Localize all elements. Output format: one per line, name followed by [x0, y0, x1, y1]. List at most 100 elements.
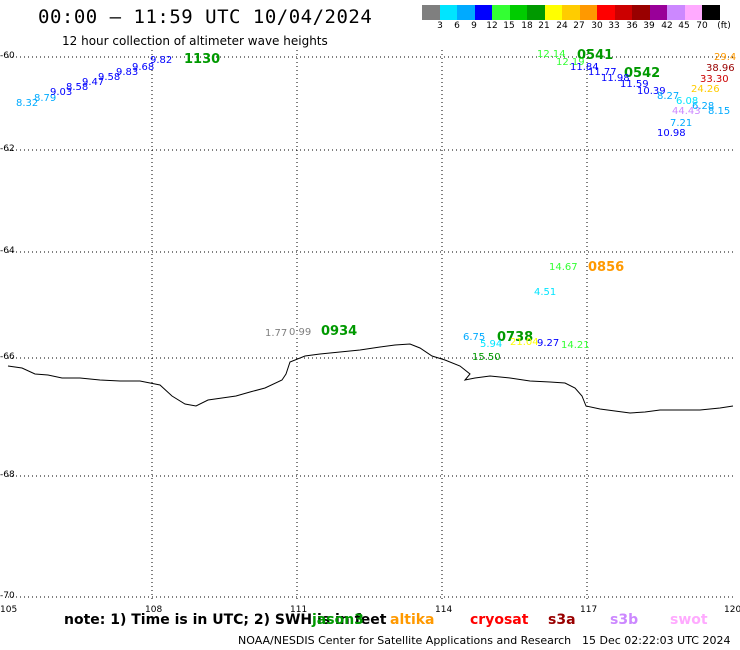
lat-label: -70 — [0, 591, 15, 601]
wave-height-label: 8.58 — [66, 82, 89, 93]
wave-height-label: 8.27 — [657, 91, 680, 102]
legend-swatch — [492, 5, 510, 20]
wave-height-label: 10.39 — [637, 86, 666, 97]
legend-swatch — [509, 5, 527, 20]
legend-label: 12 — [486, 21, 498, 31]
wave-height-label: 21.04 — [510, 337, 539, 348]
legend-label: 15 — [503, 21, 515, 31]
wave-height-label: 8.32 — [16, 98, 39, 109]
wave-height-label: 11.77 — [588, 67, 617, 78]
wave-height-label: 24.26 — [691, 84, 720, 95]
wave-height-label: 10.98 — [657, 128, 686, 139]
wave-height-label: 9.82 — [150, 55, 173, 66]
wave-height-label: 11.84 — [570, 62, 599, 73]
legend-swatch — [422, 5, 440, 20]
wave-height-label: 0738 — [497, 330, 534, 345]
legend-label: 27 — [573, 21, 585, 31]
satellite-label: s3b — [610, 612, 639, 628]
map-subtitle: 12 hour collection of altimeter wave hei… — [62, 34, 328, 48]
lon-label: 120 — [724, 605, 740, 615]
wave-height-label: 6.08 — [676, 96, 699, 107]
lat-label: -64 — [0, 246, 15, 256]
legend-swatch — [562, 5, 580, 20]
wave-height-label: 38.96 — [706, 63, 735, 74]
satellite-label: cryosat — [470, 612, 529, 628]
legend-label: 39 — [643, 21, 655, 31]
legend-swatch — [684, 5, 702, 20]
wave-height-label: 11.59 — [620, 79, 649, 90]
wave-height-label: 5.94 — [480, 339, 503, 350]
satellite-label: s3a — [548, 612, 576, 628]
legend-label: 3 — [437, 21, 443, 31]
wave-height-label: 11.98 — [601, 73, 630, 84]
wave-height-label: 9.68 — [132, 62, 155, 73]
lon-label: 111 — [290, 605, 308, 615]
wave-height-label: 4.51 — [534, 287, 557, 298]
wave-height-label: 15.50 — [472, 352, 501, 363]
legend-swatch — [649, 5, 667, 20]
wave-height-label: 0934 — [321, 324, 358, 339]
lat-label: -62 — [0, 144, 15, 154]
legend-swatch — [457, 5, 475, 20]
lon-label: 117 — [580, 605, 598, 615]
legend-label: 33 — [608, 21, 620, 31]
wave-height-label: 9.47 — [82, 77, 105, 88]
legend-swatch — [439, 5, 457, 20]
wave-height-label: 33.30 — [700, 74, 729, 85]
wave-height-label: 44.43 — [672, 106, 701, 117]
wave-height-label: 0.99 — [289, 327, 312, 338]
wave-height-label: 7.21 — [670, 118, 693, 129]
wave-height-label: 6.75 — [463, 332, 486, 343]
wave-height-label: 0541 — [577, 48, 614, 63]
graticule — [8, 50, 733, 602]
legend-swatch — [527, 5, 545, 20]
satellite-label: altika — [390, 612, 435, 628]
lat-label: -68 — [0, 470, 15, 480]
wave-height-label: 0542 — [624, 66, 661, 81]
wave-height-label: 8.79 — [34, 93, 57, 104]
wave-height-label: 9.27 — [537, 338, 560, 349]
wave-height-label: 9.83 — [116, 67, 139, 78]
satellite-label: jason3 — [312, 612, 364, 628]
wave-height-label: 0856 — [588, 260, 625, 275]
wave-height-label: 12.14 — [537, 49, 566, 60]
legend-label: 42 — [661, 21, 673, 31]
legend-label: 9 — [471, 21, 477, 31]
legend-label: 18 — [521, 21, 533, 31]
lat-label: -66 — [0, 352, 15, 362]
lon-label: 108 — [145, 605, 163, 615]
legend-label: 70 — [696, 21, 708, 31]
lat-label: -60 — [0, 51, 15, 61]
wave-height-label: 8.15 — [708, 106, 731, 117]
legend-label: 36 — [626, 21, 638, 31]
satellite-label: swot — [670, 612, 708, 628]
legend-label: 24 — [556, 21, 568, 31]
legend-label: (ft) — [717, 21, 731, 31]
wave-height-label: 1130 — [184, 52, 221, 67]
timestamp: 15 Dec 02:22:03 UTC 2024 — [582, 634, 731, 647]
lon-label: 114 — [435, 605, 453, 615]
map-title: 00:00 – 11:59 UTC 10/04/2024 — [38, 6, 373, 28]
wave-height-label: 12.19 — [556, 57, 585, 68]
coastline — [7, 343, 734, 414]
wave-height-label: 9.58 — [98, 72, 121, 83]
wave-height-label: 1.77 — [265, 328, 288, 339]
legend-swatch — [474, 5, 492, 20]
lon-label: 105 — [0, 605, 18, 615]
legend-labels: 3 6 9 12 15 18 21 24 27 30 33 36 39 42 4… — [422, 21, 740, 33]
legend-swatch — [614, 5, 632, 20]
legend-label: 6 — [454, 21, 460, 31]
wave-height-label: 9.03 — [50, 87, 73, 98]
legend-swatch — [667, 5, 685, 20]
legend-swatch — [632, 5, 650, 20]
wave-height-label: 14.67 — [549, 262, 578, 273]
legend-swatch — [579, 5, 597, 20]
legend-label: 21 — [538, 21, 550, 31]
legend-label: 30 — [591, 21, 603, 31]
legend-swatch — [544, 5, 562, 20]
color-scale-legend — [422, 5, 720, 21]
credit-line: NOAA/NESDIS Center for Satellite Applica… — [238, 634, 572, 647]
wave-height-label: 14.21 — [561, 340, 590, 351]
footer-note: note: 1) Time is in UTC; 2) SWH is in fe… — [64, 612, 387, 628]
